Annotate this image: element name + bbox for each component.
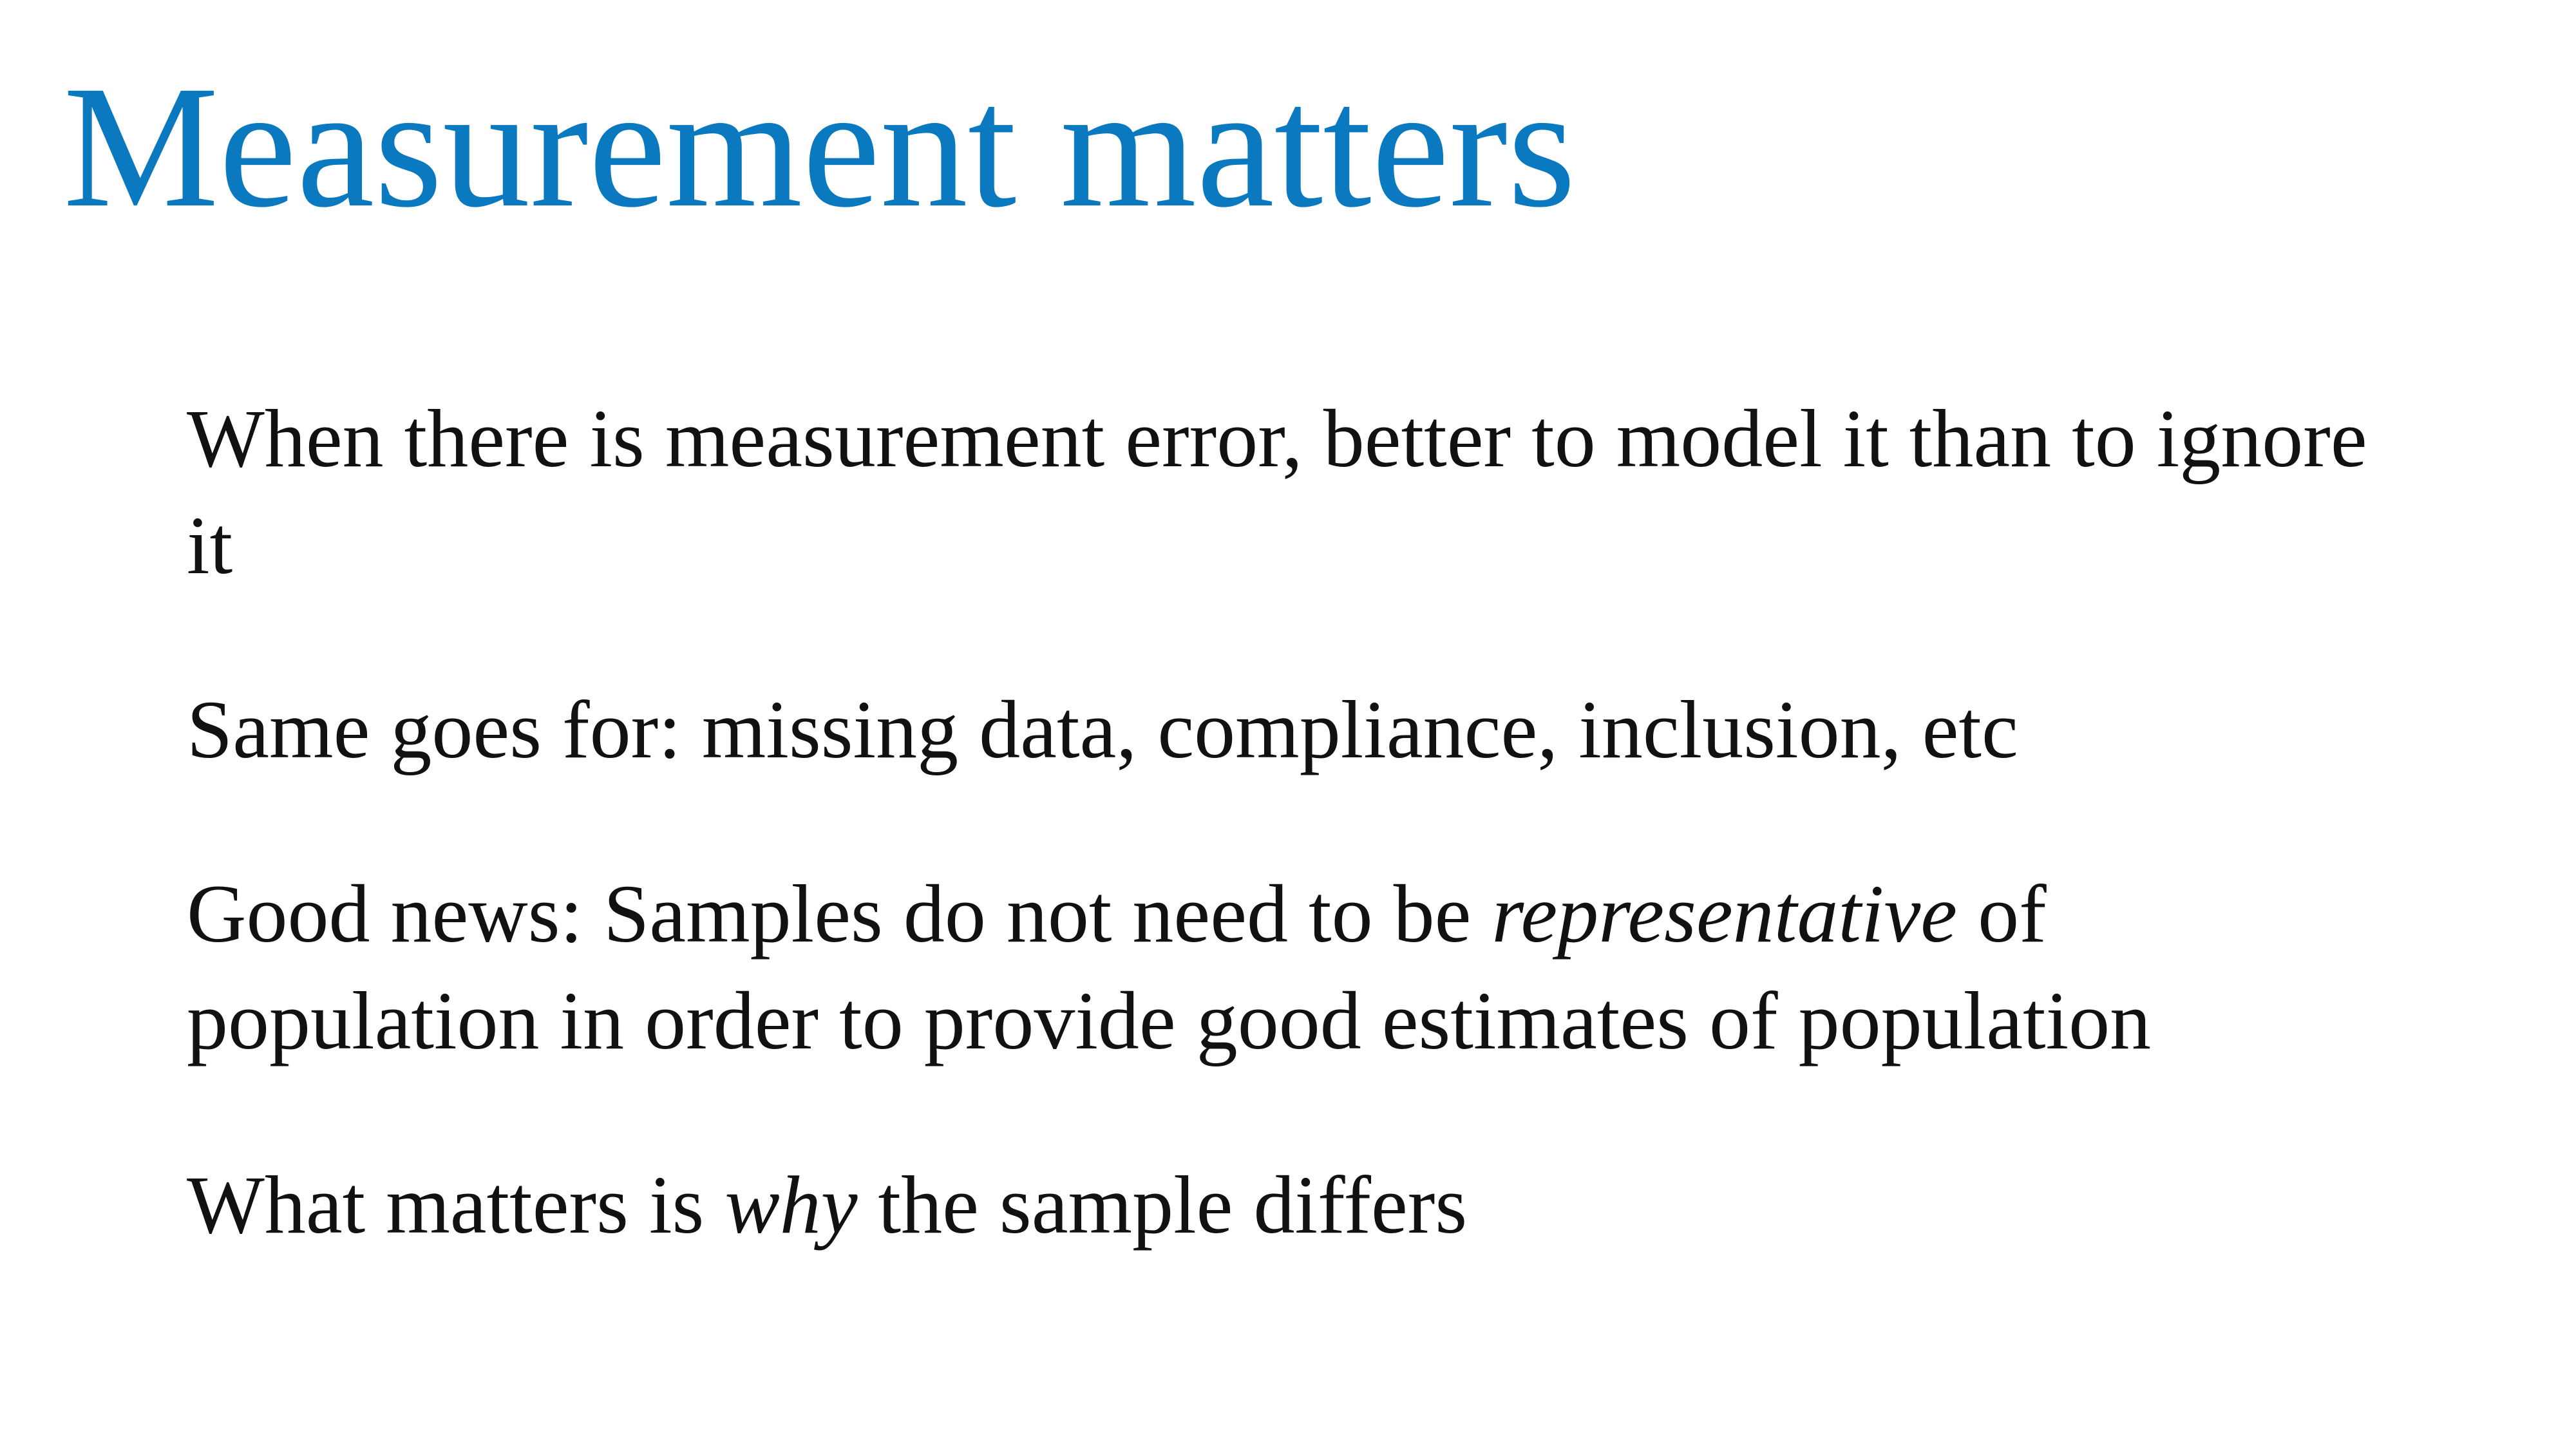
paragraph-text: When there is measurement error, better … [187,393,2367,591]
paragraph-text-before: Good news: Samples do not need to be [187,868,1492,960]
slide-body: When there is measurement error, better … [187,385,2376,1258]
paragraph-text-after: the sample differs [857,1159,1468,1251]
paragraph-same-goes: Same goes for: missing data, compliance,… [187,676,2376,783]
paragraph-what-matters: What matters is why the sample differs [187,1151,2376,1258]
emphasis-representative: representative [1492,868,1958,960]
paragraph-good-news: Good news: Samples do not need to be rep… [187,860,2376,1074]
paragraph-text-before: What matters is [187,1159,725,1251]
paragraph-text: Same goes for: missing data, compliance,… [187,684,2018,775]
paragraph-measurement-error: When there is measurement error, better … [187,385,2376,599]
emphasis-why: why [724,1159,858,1251]
paragraph-text-after: of population in order to provide good e… [187,868,2152,1066]
slide-title: Measurement matters [63,50,1576,243]
